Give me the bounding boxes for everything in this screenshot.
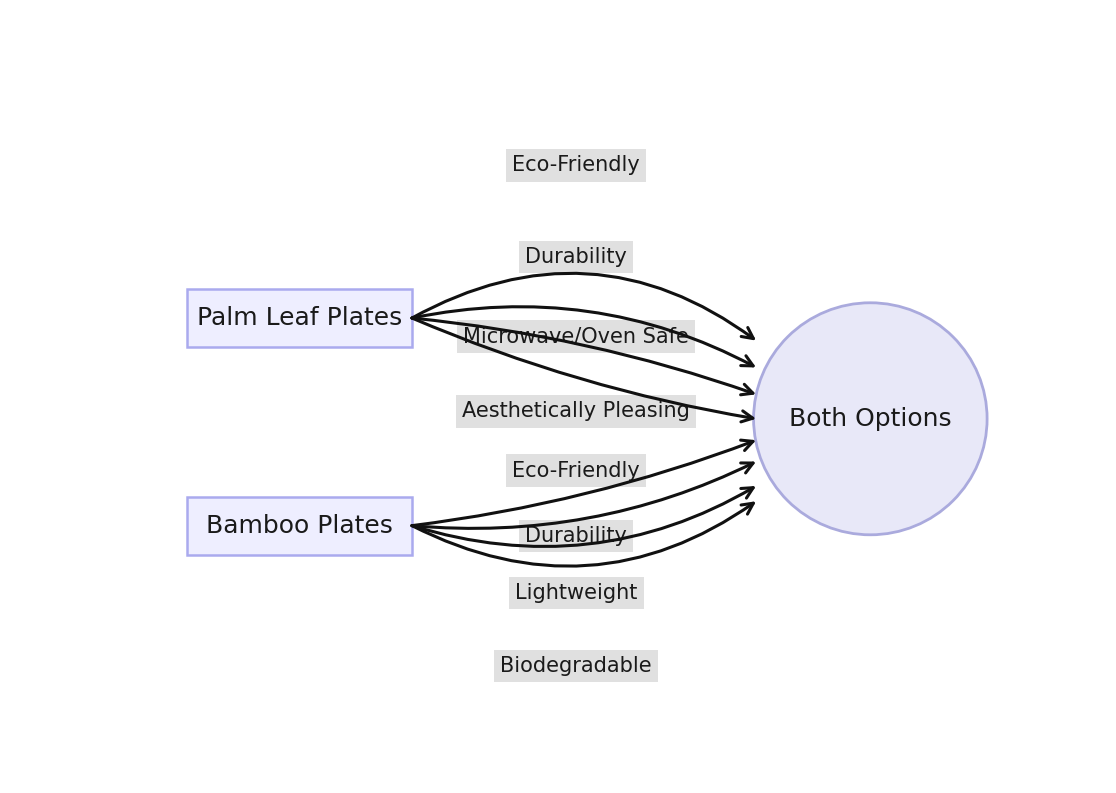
Text: Durability: Durability xyxy=(526,526,627,546)
Text: Durability: Durability xyxy=(526,247,627,267)
FancyArrowPatch shape xyxy=(412,440,753,526)
Text: Palm Leaf Plates: Palm Leaf Plates xyxy=(196,306,402,330)
Text: Bamboo Plates: Bamboo Plates xyxy=(206,514,393,538)
Text: Eco-Friendly: Eco-Friendly xyxy=(512,155,641,175)
FancyArrowPatch shape xyxy=(412,318,753,395)
Ellipse shape xyxy=(753,303,987,534)
FancyBboxPatch shape xyxy=(187,289,412,347)
FancyArrowPatch shape xyxy=(412,307,753,366)
FancyArrowPatch shape xyxy=(412,274,753,339)
FancyArrowPatch shape xyxy=(412,318,753,422)
FancyArrowPatch shape xyxy=(412,504,753,566)
Text: Lightweight: Lightweight xyxy=(516,583,637,603)
FancyArrowPatch shape xyxy=(412,463,753,528)
Text: Both Options: Both Options xyxy=(789,407,952,431)
FancyArrowPatch shape xyxy=(412,488,753,546)
Text: Biodegradable: Biodegradable xyxy=(500,656,652,676)
Text: Eco-Friendly: Eco-Friendly xyxy=(512,461,641,481)
Text: Aesthetically Pleasing: Aesthetically Pleasing xyxy=(462,401,690,421)
FancyBboxPatch shape xyxy=(187,496,412,554)
Text: Microwave/Oven Safe: Microwave/Oven Safe xyxy=(463,327,690,347)
